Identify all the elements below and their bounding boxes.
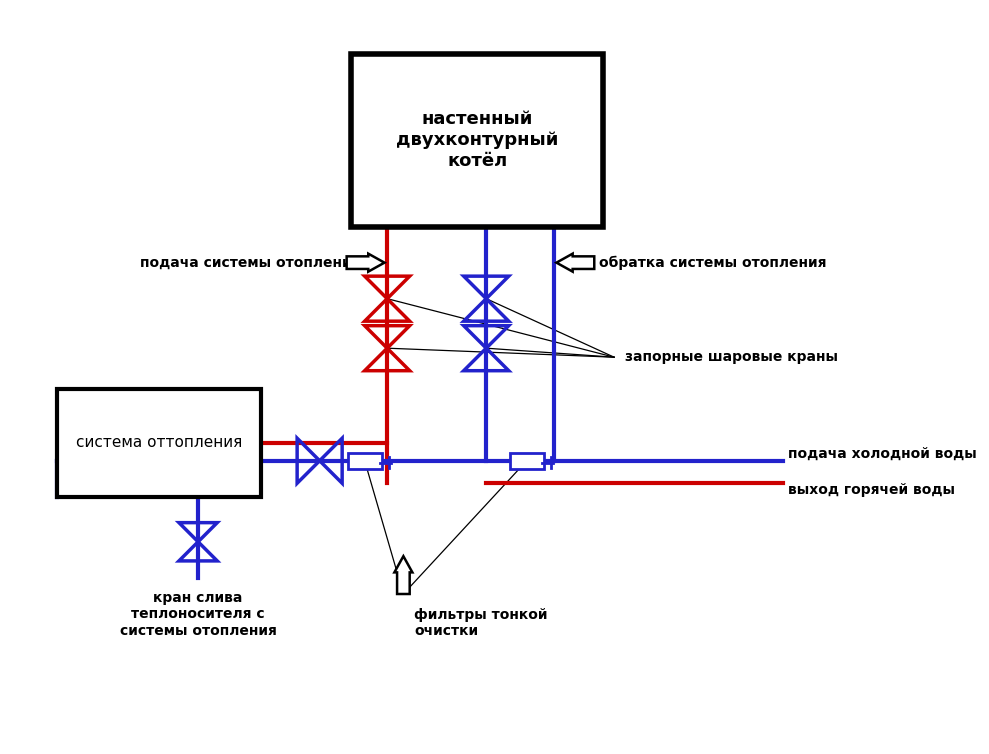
Bar xyxy=(56,389,261,497)
Text: система оттопления: система оттопления xyxy=(76,435,242,450)
Text: фильтры тонкой
очистки: фильтры тонкой очистки xyxy=(414,608,548,638)
Text: запорные шаровые краны: запорные шаровые краны xyxy=(625,350,838,364)
Text: настенный
двухконтурный
котёл: настенный двухконтурный котёл xyxy=(396,110,559,170)
Text: кран слива
теплоносителя с
системы отопления: кран слива теплоносителя с системы отопл… xyxy=(120,591,277,638)
Text: подача холодной воды: подача холодной воды xyxy=(788,446,976,461)
FancyArrow shape xyxy=(347,253,385,271)
Text: выход горячей воды: выход горячей воды xyxy=(788,483,954,498)
Bar xyxy=(351,54,603,227)
Bar xyxy=(347,452,382,469)
Text: обратка системы отопления: обратка системы отопления xyxy=(598,256,826,270)
FancyArrow shape xyxy=(395,556,412,594)
FancyArrow shape xyxy=(557,253,594,271)
Bar xyxy=(509,452,544,469)
Text: подача системы отопления: подача системы отопления xyxy=(139,256,360,270)
